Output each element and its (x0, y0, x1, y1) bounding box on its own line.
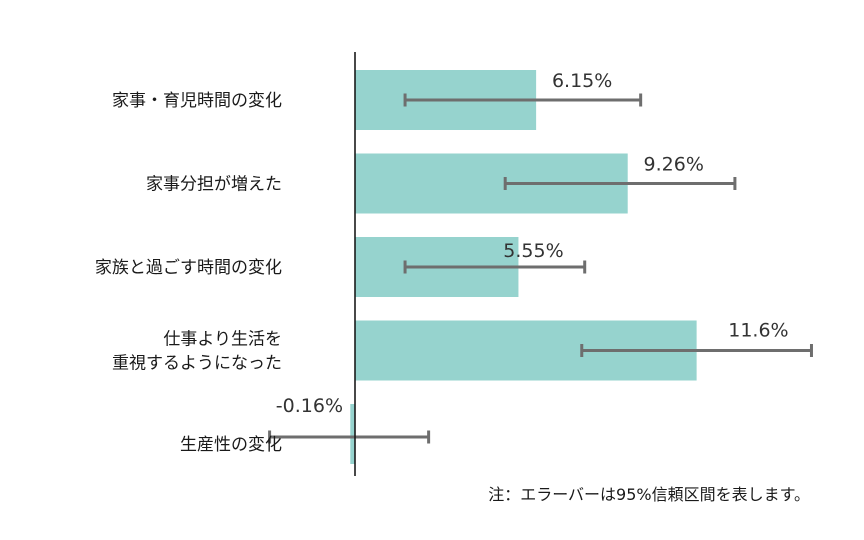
data-label: 5.55% (503, 240, 563, 262)
category-label: 家事分担が増えた (146, 175, 282, 195)
category-label: 生産性の変化 (180, 435, 282, 455)
category-label: 重視するようになった (112, 354, 282, 374)
data-label: 11.6% (728, 320, 788, 342)
error-bar (403, 93, 643, 107)
error-bar (503, 177, 737, 190)
error-bar (403, 260, 587, 274)
error-bar (580, 344, 813, 357)
error-bar (268, 430, 431, 444)
data-label: 6.15% (552, 70, 612, 92)
data-label: 9.26% (644, 154, 704, 176)
labels-group: 6.15% 家事・育児時間の変化 9.26% 家事分担が増えた 5.55% 家族と過ごす時… (95, 70, 789, 455)
category-label: 家族と過ごす時間の変化 (95, 258, 282, 278)
error-bars-group (268, 93, 813, 444)
data-label: -0.16% (276, 395, 343, 417)
category-label: 家事・育児時間の変化 (112, 91, 282, 111)
bar (350, 404, 355, 464)
footnote: 注：エラーバーは95%信頼区間を表します。 (488, 485, 810, 504)
category-label: 仕事より生活を (163, 330, 282, 350)
